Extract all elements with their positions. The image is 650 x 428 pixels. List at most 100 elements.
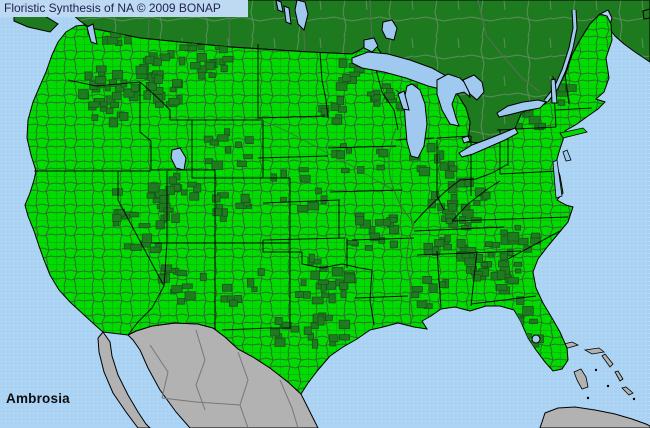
dark-county — [163, 207, 174, 213]
dark-county — [178, 56, 186, 66]
dark-county — [187, 181, 197, 188]
dark-county — [138, 223, 151, 229]
dark-county — [270, 328, 280, 337]
dark-county — [114, 84, 125, 92]
dark-county — [171, 79, 182, 88]
dark-county — [299, 167, 309, 173]
dark-county — [211, 160, 224, 170]
dark-county — [199, 272, 207, 282]
dark-county — [426, 142, 436, 153]
dark-county — [147, 182, 160, 193]
dark-county — [422, 275, 433, 284]
dark-county — [211, 194, 221, 203]
lake-okeechobee — [531, 334, 541, 344]
dark-county — [100, 101, 108, 107]
baja-california — [97, 331, 151, 428]
dark-county — [300, 174, 311, 183]
maritime-island — [642, 8, 650, 20]
dark-county — [105, 107, 114, 115]
dark-county — [326, 280, 337, 290]
lake-erie — [458, 127, 519, 158]
dark-county — [228, 299, 238, 307]
dark-county — [328, 293, 336, 304]
dark-county — [280, 169, 287, 179]
dark-county — [516, 296, 525, 305]
long-island — [559, 127, 588, 139]
georgian-bay — [462, 74, 485, 101]
taxon-name-label: Ambrosia — [6, 391, 70, 406]
dark-county — [357, 166, 365, 174]
dark-county — [557, 99, 566, 106]
dark-county — [95, 65, 107, 73]
dark-county — [193, 183, 202, 193]
dark-county — [181, 283, 193, 289]
dark-county — [507, 277, 519, 285]
dark-county — [443, 243, 452, 251]
dark-county — [381, 83, 392, 89]
dark-county — [251, 286, 258, 292]
dark-county — [461, 251, 471, 259]
dark-county — [311, 296, 324, 305]
dark-county — [177, 298, 185, 305]
dark-county — [500, 229, 508, 236]
dark-county — [496, 270, 506, 280]
dark-county — [220, 64, 228, 72]
dark-county — [429, 283, 438, 293]
dark-county — [155, 220, 165, 228]
dark-county — [243, 154, 254, 160]
puget-sound — [86, 23, 98, 45]
dark-county — [411, 286, 423, 293]
dark-county — [171, 285, 183, 293]
dark-county — [310, 270, 320, 280]
dark-county — [205, 62, 215, 71]
dark-county — [143, 90, 152, 100]
dark-county — [303, 326, 312, 335]
dark-county — [221, 283, 233, 292]
dark-county — [220, 295, 228, 303]
dark-county — [111, 91, 122, 101]
dark-county — [240, 193, 250, 203]
dark-county — [130, 243, 142, 252]
dark-county — [246, 277, 255, 288]
dark-county — [442, 208, 454, 215]
dark-county — [331, 266, 344, 277]
dark-county — [257, 268, 265, 276]
dark-county — [119, 112, 129, 122]
dark-county — [135, 65, 148, 75]
dark-county — [423, 243, 433, 250]
dark-county — [168, 97, 180, 106]
dark-county — [459, 215, 467, 224]
dark-county — [321, 292, 330, 298]
dark-county — [355, 215, 365, 226]
dark-county — [480, 261, 488, 268]
dark-county — [303, 291, 311, 299]
dark-county — [472, 274, 481, 282]
dark-county — [464, 177, 474, 187]
dark-county — [434, 239, 445, 247]
dark-county — [448, 202, 457, 212]
dark-county — [169, 87, 177, 93]
dark-county — [208, 72, 216, 79]
dark-county — [308, 253, 315, 263]
dark-county — [370, 94, 381, 101]
dark-county — [310, 322, 319, 330]
dark-county — [154, 101, 164, 108]
dark-county — [160, 264, 173, 272]
dark-county — [522, 306, 534, 316]
dark-county — [222, 55, 234, 63]
lake-winnipeg — [294, 0, 309, 31]
dark-county — [514, 224, 521, 231]
dark-county — [382, 218, 391, 227]
dark-county — [337, 106, 348, 113]
dark-county — [108, 79, 117, 87]
dark-county — [315, 187, 322, 195]
dark-county — [528, 115, 541, 125]
dark-county — [343, 273, 356, 283]
map-title-bar: Floristic Synthesis of NA © 2009 BONAP — [0, 0, 248, 17]
dark-county — [418, 166, 431, 177]
dark-county — [307, 201, 320, 211]
dark-county — [556, 91, 569, 97]
dark-county — [460, 225, 469, 230]
lake-nipigon — [381, 19, 398, 41]
dark-county — [336, 150, 346, 160]
